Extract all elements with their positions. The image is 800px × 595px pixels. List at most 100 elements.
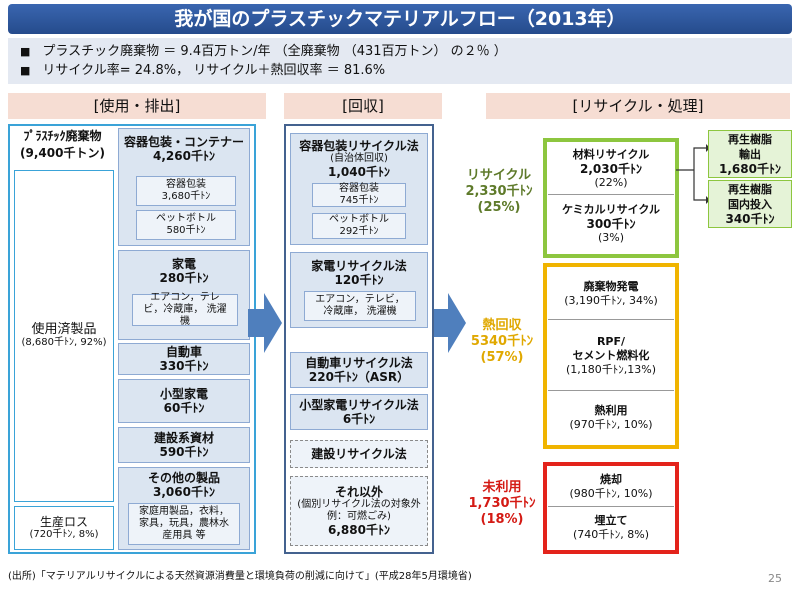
resin-domestic-name: 再生樹脂国内投入 <box>728 183 772 211</box>
unused-landfill-name: 埋立て <box>594 514 628 527</box>
unused-label-value: 1,730千ﾄﾝ <box>468 496 536 511</box>
unused-incineration-value: (980千ﾄﾝ, 10%) <box>569 486 653 500</box>
heat-label-pct: (57%) <box>480 350 524 365</box>
product-car-name: 自動車 <box>165 345 202 359</box>
recycle-frame <box>543 138 679 258</box>
law-small-appliance-name: 小型家電リサイクル法 <box>299 398 419 412</box>
law-packaging-value: 1,040千ﾄﾝ <box>328 165 390 179</box>
product-construction: 建設系資材 590千ﾄﾝ <box>118 427 250 463</box>
used-products-box: 使用済製品 (8,680千ﾄﾝ, 92%) <box>14 170 114 502</box>
loss-value: (720千ﾄﾝ, 8%) <box>29 529 99 540</box>
recycle-label-text: リサイクル <box>466 168 532 183</box>
law-car-value: 220千ﾄﾝ（ASR） <box>308 370 410 384</box>
heat-rpf-value: (1,180千ﾄﾝ,13%) <box>565 362 657 376</box>
lawsub-appliance: エアコン，テレビ，冷蔵庫， 洗濯機 <box>304 291 416 321</box>
loss-label: 生産ロス <box>39 515 88 529</box>
page-title: 我が国のプラスチックマテリアルフロー（2013年） <box>8 4 792 34</box>
recycle-material-value: 2,030千ﾄﾝ <box>580 161 642 176</box>
arrow-to-resin <box>676 144 710 204</box>
resin-export-name: 再生樹脂輸出 <box>728 133 772 161</box>
product-small-appliance: 小型家電 60千ﾄﾝ <box>118 379 250 423</box>
resin-domestic: 再生樹脂国内投入 340千ﾄﾝ <box>708 180 792 228</box>
loss-box: 生産ロス (720千ﾄﾝ, 8%) <box>14 506 114 550</box>
page-number: 25 <box>768 572 782 585</box>
heat-label: 熱回収 5340千ﾄﾝ (57%) <box>462 318 542 366</box>
sub-pack-value: 3,680千ﾄﾝ <box>161 191 211 202</box>
waste-value: (9,400千トン) <box>20 146 105 160</box>
use-column-frame <box>8 124 256 554</box>
product-small-appliance-value: 60千ﾄﾝ <box>163 401 205 415</box>
lawsub-pack: 容器包装 745千ﾄﾝ <box>312 183 406 207</box>
heat-power-name: 廃棄物発電 <box>583 279 639 293</box>
sub-other: 家庭用製品，衣料，家具，玩具，農林水産用具 等 <box>128 503 240 545</box>
heat-rpf-name2: セメント燃料化 <box>572 348 650 362</box>
heat-power-value: (3,190千ﾄﾝ, 34%) <box>564 293 658 307</box>
arrow-use-to-collect <box>248 293 282 353</box>
recycle-chemical: ケミカルリサイクル 300千ﾄﾝ (3%) <box>548 196 674 252</box>
recycle-label-pct: (25%) <box>477 200 521 215</box>
recycle-label: リサイクル 2,330千ﾄﾝ (25%) <box>456 168 542 216</box>
unused-incineration: 焼却 (980千ﾄﾝ, 10%) <box>548 467 674 507</box>
waste-label: ﾌﾟﾗｽﾁｯｸ廃棄物 <box>23 129 102 143</box>
product-appliance-name: 家電 <box>171 257 196 271</box>
product-packaging-value: 4,260千ﾄﾝ <box>153 149 215 163</box>
summary-line-1: プラスチック廃棄物 ＝ 9.4百万トン/年 （全廃棄物 （431百万トン） の２… <box>20 42 780 61</box>
recycle-chemical-pct: (3%) <box>597 231 625 244</box>
product-car: 自動車 330千ﾄﾝ <box>118 343 250 375</box>
lawsub-pack-value: 745千ﾄﾝ <box>339 195 379 206</box>
sub-pack: 容器包装 3,680千ﾄﾝ <box>136 176 236 206</box>
unused-label-pct: (18%) <box>480 512 524 527</box>
recycle-chemical-name: ケミカルリサイクル <box>561 203 661 216</box>
resin-export: 再生樹脂輸出 1,680千ﾄﾝ <box>708 130 792 178</box>
law-other-note2: 例：可燃ごみ) <box>327 511 391 522</box>
law-construction: 建設リサイクル法 <box>290 440 428 468</box>
recycle-label-value: 2,330千ﾄﾝ <box>465 184 533 199</box>
heat-power: 廃棄物発電 (3,190千ﾄﾝ, 34%) <box>548 268 674 320</box>
law-other-note: (個別リサイクル法の対象外 <box>297 499 421 510</box>
heat-label-text: 熱回収 <box>482 318 522 333</box>
used-value: (8,680千ﾄﾝ, 92%) <box>21 337 107 348</box>
unused-incineration-name: 焼却 <box>600 472 622 486</box>
law-other-value: 6,880千ﾄﾝ <box>328 523 390 537</box>
recycle-material-name: 材料リサイクル <box>572 147 650 161</box>
sub-appliance: エアコン，テレビ，冷蔵庫， 洗濯機 <box>132 292 238 327</box>
unused-label-text: 未利用 <box>482 480 522 495</box>
product-other-value: 3,060千ﾄﾝ <box>153 485 215 499</box>
summary-box: プラスチック廃棄物 ＝ 9.4百万トン/年 （全廃棄物 （431百万トン） の２… <box>8 38 792 84</box>
waste-header: ﾌﾟﾗｽﾁｯｸ廃棄物 (9,400千トン) <box>10 127 115 167</box>
law-other: それ以外 (個別リサイクル法の対象外 例：可燃ごみ) 6,880千ﾄﾝ <box>290 476 428 546</box>
sub-pack-name: 容器包装 <box>166 179 206 190</box>
collect-column-frame <box>284 124 434 554</box>
law-small-appliance: 小型家電リサイクル法 6千ﾄﾝ <box>290 394 428 430</box>
law-appliance-name: 家電リサイクル法 <box>311 259 407 273</box>
heat-label-value: 5340千ﾄﾝ <box>470 334 534 349</box>
law-small-appliance-value: 6千ﾄﾝ <box>342 412 376 426</box>
recycle-material-pct: (22%) <box>594 175 628 189</box>
lawsub-pet-value: 292千ﾄﾝ <box>339 226 379 237</box>
heat-rpf-name: RPF/ <box>596 334 626 348</box>
heat-use-value: (970千ﾄﾝ, 10%) <box>569 418 653 431</box>
heat-frame <box>543 263 679 449</box>
product-construction-value: 590千ﾄﾝ <box>159 445 209 459</box>
law-other-name: それ以外 <box>334 485 383 499</box>
resin-domestic-value: 340千ﾄﾝ <box>725 212 775 226</box>
unused-landfill: 埋立て (740千ﾄﾝ, 8%) <box>548 508 674 548</box>
law-construction-name: 建設リサイクル法 <box>311 447 407 461</box>
product-packaging-name: 容器包装・コンテナー <box>123 135 244 149</box>
unused-label: 未利用 1,730千ﾄﾝ (18%) <box>462 480 542 528</box>
recycle-chemical-value: 300千ﾄﾝ <box>586 217 636 231</box>
section-collect: [回収] <box>284 93 442 119</box>
product-appliance-value: 280千ﾄﾝ <box>159 271 209 285</box>
lawsub-pet-name: ペットボトル <box>329 214 389 225</box>
sub-pet-name: ペットボトル <box>156 213 216 224</box>
source-note: (出所)「マテリアルリサイクルによる天然資源消費量と環境負荷の削減に向けて」(平… <box>8 571 472 582</box>
unused-landfill-value: (740千ﾄﾝ, 8%) <box>572 528 650 541</box>
recycle-material: 材料リサイクル 2,030千ﾄﾝ (22%) <box>548 143 674 195</box>
sub-pet: ペットボトル 580千ﾄﾝ <box>136 210 236 240</box>
arrow-collect-to-recycle <box>432 293 466 353</box>
unused-frame <box>543 462 679 554</box>
heat-use: 熱利用 (970千ﾄﾝ, 10%) <box>548 392 674 444</box>
product-other-name: その他の製品 <box>147 471 220 485</box>
law-packaging-note: (自治体回収) <box>330 153 388 164</box>
used-label: 使用済製品 <box>31 322 97 337</box>
